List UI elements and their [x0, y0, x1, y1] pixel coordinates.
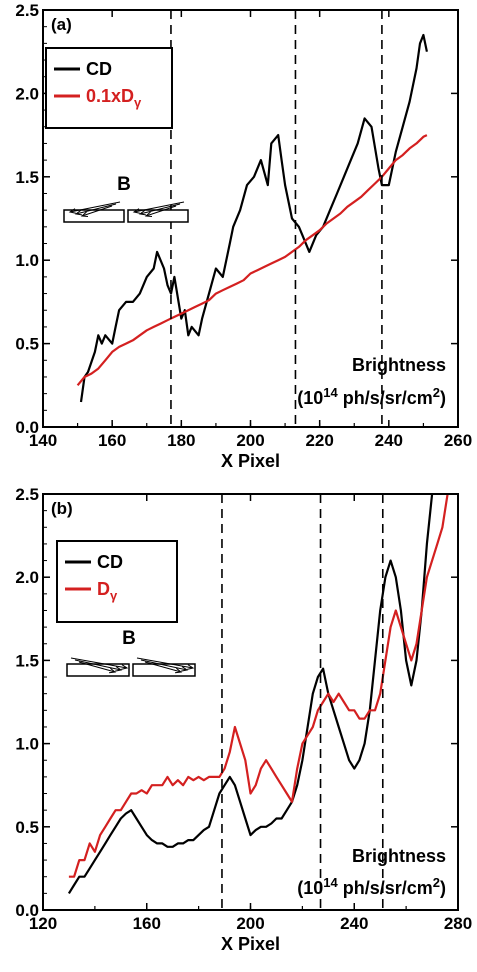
b-field-arrow	[74, 659, 122, 671]
y-tick-label: 1.0	[15, 251, 39, 270]
brightness-label: Brightness	[352, 355, 446, 375]
legend-label-main: 0.1xD	[86, 86, 134, 106]
legend-box	[45, 47, 173, 129]
x-tick-label: 200	[236, 914, 264, 933]
legend: CD Dγ	[56, 540, 178, 623]
b-field-arrow-head	[138, 209, 147, 216]
legend-box	[56, 540, 178, 623]
b-field-arrow	[81, 205, 113, 217]
x-tick-label: 160	[98, 431, 126, 450]
x-tick-label: 220	[305, 431, 333, 450]
b-field-arrow	[140, 659, 188, 671]
chart-panel-2: 120 160 200 240 280 0.0 0.5 1.0 1.5 2.0 2.5 X Pixel…	[15, 485, 472, 954]
b-field-arrow-head	[132, 208, 140, 214]
brightness-units-part: )	[440, 878, 446, 898]
y-tick-label: 0.0	[15, 901, 39, 920]
brightness-units-part: 2	[433, 875, 440, 890]
brightness-units: (1014 ph/s/sr/cm2)	[297, 875, 446, 898]
x-tick-label: 240	[340, 914, 368, 933]
b-field-arrow-head	[121, 664, 129, 670]
b-field-arrow	[136, 657, 194, 669]
brightness-units: (1014 ph/s/sr/cm2)	[297, 385, 446, 408]
x-tick-label: 280	[444, 914, 472, 933]
x-axis-title: X Pixel	[221, 451, 280, 471]
b-field-arrow-head	[144, 211, 153, 217]
series-line-cd	[79, 33, 428, 403]
brightness-units-part: 14	[323, 875, 338, 890]
brightness-units-part: (10	[297, 878, 323, 898]
b-field-indicator: B	[66, 628, 196, 677]
b-field-arrow	[145, 205, 177, 217]
y-tick-label: 0.5	[15, 335, 39, 354]
b-field-arrow-head	[187, 664, 195, 670]
b-field-arrow-head	[74, 209, 83, 216]
series-line-0-1xd	[76, 134, 428, 387]
legend-label: CD	[86, 59, 112, 79]
x-tick-label: 160	[133, 914, 161, 933]
legend-label-sub: γ	[134, 95, 142, 110]
brightness-units-part: ph/s/sr/cm	[338, 388, 433, 408]
brightness-units-part: )	[440, 388, 446, 408]
y-tick-label: 2.0	[15, 568, 39, 587]
panel-label: (a)	[51, 15, 72, 34]
legend: CD 0.1xDγ	[45, 47, 173, 129]
chart-panel-1: 140 160 180 200 220 240 260 0.0 0.5 1.0 1.5 2.0 2.5 X…	[15, 1, 472, 471]
b-field-arrow	[139, 203, 181, 215]
y-tick-label: 2.0	[15, 84, 39, 103]
y-tick-label: 1.0	[15, 735, 39, 754]
b-field-arrow-head	[174, 667, 183, 674]
brightness-units-part: 2	[433, 385, 440, 400]
b-field-arrow-head	[80, 211, 89, 217]
y-tick-label: 0.0	[15, 418, 39, 437]
b-field-arrow	[78, 661, 116, 673]
y-tick-label: 2.5	[15, 1, 39, 20]
b-field-box-right	[132, 663, 196, 677]
b-field-arrow	[69, 201, 121, 213]
panel-label: (b)	[51, 499, 73, 518]
x-tick-label: 200	[236, 431, 264, 450]
legend-label-main: CD	[86, 59, 112, 79]
y-tick-label: 1.5	[15, 168, 39, 187]
b-field-label: B	[117, 174, 131, 195]
b-field-arrow-head	[115, 666, 123, 672]
brightness-units-part: ph/s/sr/cm	[338, 878, 433, 898]
legend-label: 0.1xDγ	[86, 86, 142, 110]
b-field-box-left	[66, 663, 130, 677]
y-tick-label: 2.5	[15, 485, 39, 504]
b-field-arrow-head	[108, 667, 117, 674]
brightness-label: Brightness	[352, 846, 446, 866]
b-field-indicator: B	[63, 174, 189, 223]
x-tick-label: 140	[29, 431, 57, 450]
b-field-arrow	[133, 201, 185, 213]
x-tick-label: 120	[29, 914, 57, 933]
b-field-arrow	[144, 661, 182, 673]
b-field-arrow-head	[68, 208, 76, 214]
legend-label: Dγ	[97, 579, 118, 603]
legend-label: CD	[97, 552, 123, 572]
series-line-cd	[67, 494, 434, 894]
legend-label-sub: γ	[110, 588, 118, 603]
y-tick-label: 0.5	[15, 818, 39, 837]
legend-label-main: CD	[97, 552, 123, 572]
b-field-arrow-head	[181, 666, 189, 672]
y-tick-label: 1.5	[15, 651, 39, 670]
brightness-units-part: (10	[297, 388, 323, 408]
x-tick-label: 180	[167, 431, 195, 450]
x-tick-label: 260	[444, 431, 472, 450]
b-field-label: B	[122, 628, 136, 649]
legend-label-main: D	[97, 579, 110, 599]
brightness-units-part: 14	[323, 385, 338, 400]
b-field-arrow	[75, 203, 117, 215]
series-line-d	[68, 494, 449, 878]
x-axis-title: X Pixel	[221, 934, 280, 954]
b-field-arrow	[70, 657, 128, 669]
x-tick-label: 240	[375, 431, 403, 450]
